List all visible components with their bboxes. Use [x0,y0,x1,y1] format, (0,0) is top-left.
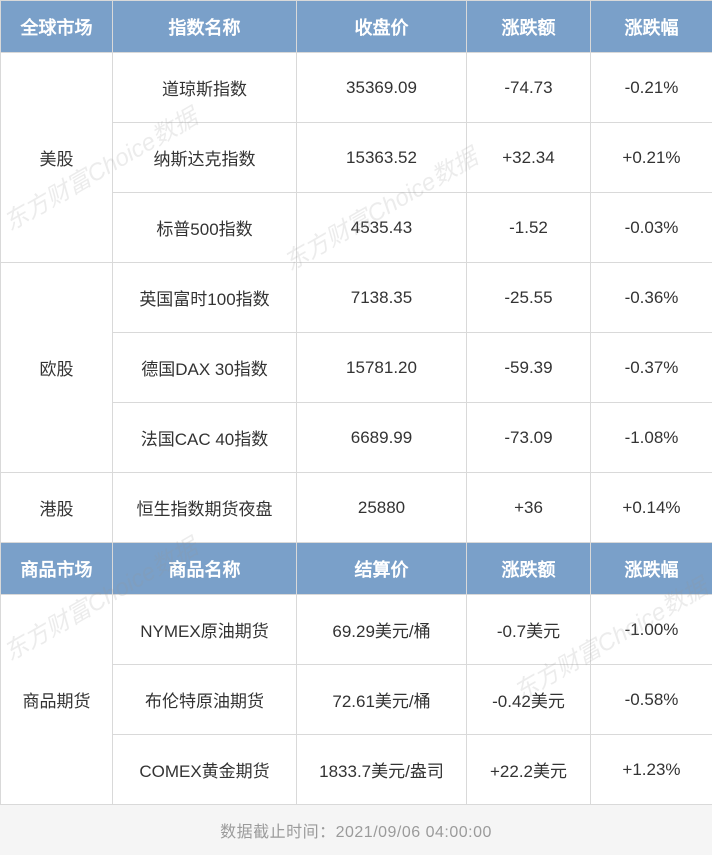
col-close: 收盘价 [297,1,467,53]
section1-header-row: 全球市场 指数名称 收盘价 涨跌额 涨跌幅 [1,1,712,53]
group-label-eu: 欧股 [1,263,113,473]
col-commodity-name: 商品名称 [113,543,297,595]
commodity-pct: -1.00% [591,595,712,665]
index-close: 15363.52 [297,123,467,193]
index-chg: +32.34 [467,123,591,193]
commodity-chg: +22.2美元 [467,735,591,805]
index-name: 恒生指数期货夜盘 [113,473,297,543]
index-close: 7138.35 [297,263,467,333]
commodity-settle: 72.61美元/桶 [297,665,467,735]
index-pct: +0.21% [591,123,712,193]
commodity-name: COMEX黄金期货 [113,735,297,805]
table-row: 欧股 英国富时100指数 7138.35 -25.55 -0.36% [1,263,712,333]
commodity-chg: -0.7美元 [467,595,591,665]
index-chg: -59.39 [467,333,591,403]
col-market: 全球市场 [1,1,113,53]
commodity-name: 布伦特原油期货 [113,665,297,735]
index-chg: +36 [467,473,591,543]
col-change: 涨跌额 [467,543,591,595]
col-index-name: 指数名称 [113,1,297,53]
col-change-pct: 涨跌幅 [591,543,712,595]
col-change-pct: 涨跌幅 [591,1,712,53]
table-row: 商品期货 NYMEX原油期货 69.29美元/桶 -0.7美元 -1.00% [1,595,712,665]
section2-header-row: 商品市场 商品名称 结算价 涨跌额 涨跌幅 [1,543,712,595]
commodity-chg: -0.42美元 [467,665,591,735]
index-close: 25880 [297,473,467,543]
index-close: 35369.09 [297,53,467,123]
global-market-table: 全球市场 指数名称 收盘价 涨跌额 涨跌幅 美股 道琼斯指数 35369.09 … [0,0,712,805]
commodity-pct: +1.23% [591,735,712,805]
index-chg: -25.55 [467,263,591,333]
commodity-settle: 1833.7美元/盎司 [297,735,467,805]
index-name: 标普500指数 [113,193,297,263]
index-chg: -1.52 [467,193,591,263]
index-pct: -1.08% [591,403,712,473]
index-name: 德国DAX 30指数 [113,333,297,403]
col-settle: 结算价 [297,543,467,595]
market-table-container: 东方财富Choice数据 东方财富Choice数据 东方财富Choice数据 东… [0,0,712,855]
index-close: 15781.20 [297,333,467,403]
table-row: 美股 道琼斯指数 35369.09 -74.73 -0.21% [1,53,712,123]
index-pct: -0.37% [591,333,712,403]
group-label-commodity: 商品期货 [1,595,113,805]
index-pct: +0.14% [591,473,712,543]
index-name: 纳斯达克指数 [113,123,297,193]
commodity-pct: -0.58% [591,665,712,735]
commodity-settle: 69.29美元/桶 [297,595,467,665]
group-label-hk: 港股 [1,473,113,543]
commodity-name: NYMEX原油期货 [113,595,297,665]
index-close: 4535.43 [297,193,467,263]
index-chg: -74.73 [467,53,591,123]
group-label-us: 美股 [1,53,113,263]
index-name: 法国CAC 40指数 [113,403,297,473]
index-name: 道琼斯指数 [113,53,297,123]
data-cutoff-footer: 数据截止时间：2021/09/06 04:00:00 [0,805,712,855]
index-chg: -73.09 [467,403,591,473]
index-close: 6689.99 [297,403,467,473]
index-pct: -0.03% [591,193,712,263]
col-commodity-market: 商品市场 [1,543,113,595]
index-name: 英国富时100指数 [113,263,297,333]
index-pct: -0.21% [591,53,712,123]
index-pct: -0.36% [591,263,712,333]
col-change: 涨跌额 [467,1,591,53]
table-row: 港股 恒生指数期货夜盘 25880 +36 +0.14% [1,473,712,543]
